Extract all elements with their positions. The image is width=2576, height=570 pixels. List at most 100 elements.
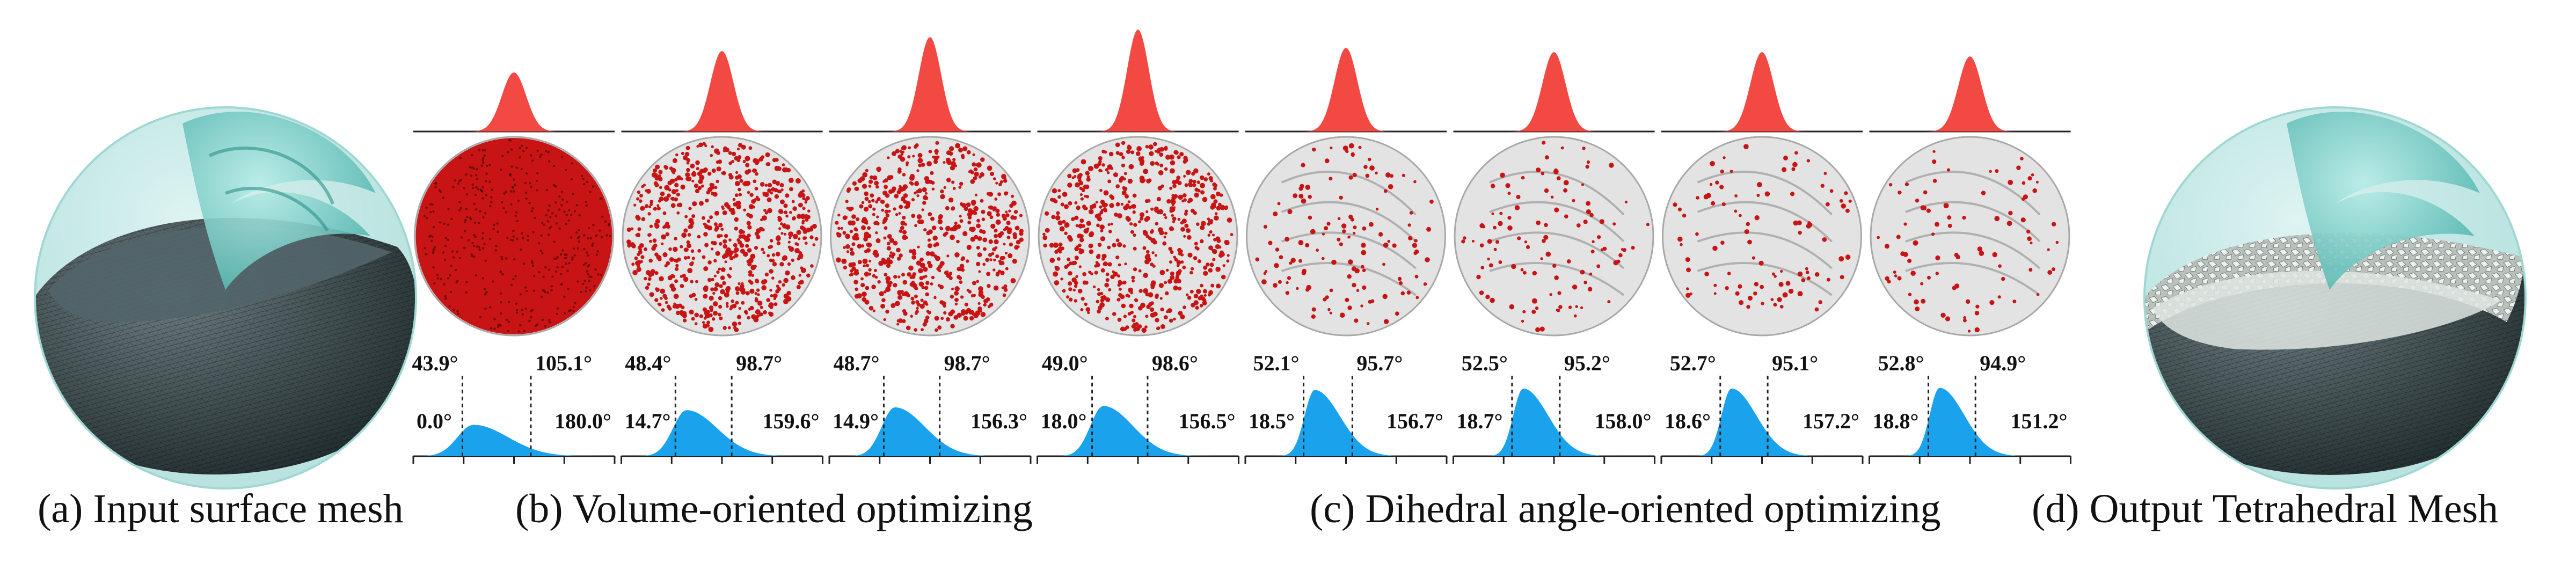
bad-element-point: [1202, 302, 1206, 305]
bad-element-point: [570, 178, 573, 181]
bad-element-point: [1616, 259, 1621, 264]
bad-element-point: [1532, 271, 1537, 276]
bad-element-point: [599, 197, 602, 200]
bad-element-point: [485, 291, 488, 294]
bad-element-point: [1097, 253, 1101, 258]
bad-element-point: [1797, 271, 1803, 277]
bad-element-point: [1097, 309, 1101, 314]
bad-element-point: [894, 193, 899, 199]
bad-element-point: [1720, 240, 1725, 245]
bad-element-point: [1012, 259, 1017, 264]
bad-element-point: [1354, 268, 1360, 274]
bad-element-point: [1119, 288, 1122, 291]
bad-element-point: [1572, 199, 1575, 202]
bad-element-point: [1227, 217, 1232, 223]
bad-element-point: [1196, 289, 1201, 294]
bad-element-point: [680, 245, 683, 249]
bad-element-point: [714, 148, 719, 154]
bad-element-point: [1754, 215, 1760, 221]
bad-element-point: [767, 208, 772, 214]
bad-element-point: [485, 172, 488, 175]
bad-element-point: [1150, 230, 1154, 234]
bad-element-point: [1709, 182, 1713, 186]
bad-element-point: [1587, 287, 1593, 292]
bad-element-point: [921, 286, 925, 290]
bad-element-point: [1735, 291, 1740, 296]
bad-element-point: [1522, 271, 1527, 275]
bad-element-point: [442, 196, 444, 199]
bad-element-point: [1197, 189, 1201, 193]
bad-element-point: [463, 221, 466, 223]
bad-element-point: [1003, 228, 1006, 231]
bad-element-point: [748, 279, 752, 283]
bad-element-point: [722, 281, 726, 286]
bad-element-point: [1290, 258, 1296, 263]
bad-element-point: [505, 211, 508, 214]
bad-element-point: [974, 171, 979, 177]
bad-element-point: [661, 242, 664, 245]
bad-element-point: [902, 319, 906, 324]
bad-element-point: [474, 193, 477, 196]
bad-element-point: [432, 266, 435, 269]
bad-element-point: [1171, 214, 1174, 217]
bad-element-point: [912, 155, 915, 158]
bad-element-point: [588, 226, 590, 230]
bad-element-point: [774, 165, 780, 171]
volume-quality-histogram: [1464, 52, 1644, 131]
bad-element-point: [1117, 283, 1121, 287]
bad-element-point: [1179, 152, 1184, 157]
bad-element-point: [951, 161, 956, 166]
bad-element-point: [1150, 161, 1155, 166]
bad-element-point: [570, 214, 573, 216]
bad-element-point: [1946, 168, 1951, 172]
bad-element-point: [1395, 311, 1399, 316]
bad-element-point: [1337, 217, 1341, 221]
bad-element-point: [651, 246, 656, 251]
bad-element-point: [467, 239, 470, 242]
bad-element-point: [2052, 267, 2055, 272]
bad-element-point: [917, 245, 920, 249]
bad-element-point: [1884, 244, 1889, 249]
bad-element-point: [1145, 315, 1149, 318]
bad-element-point: [1352, 172, 1357, 178]
bad-element-point: [1216, 238, 1221, 243]
bad-element-point: [1149, 151, 1154, 156]
bad-element-point: [798, 251, 802, 255]
bad-element-point: [1013, 210, 1018, 214]
bad-element-point: [968, 170, 972, 173]
bad-element-point: [767, 188, 772, 193]
bad-element-point: [1162, 241, 1167, 246]
bad-element-point: [548, 227, 551, 230]
bad-element-point: [436, 277, 439, 280]
bad-element-point: [1134, 298, 1139, 303]
bad-element-point: [1557, 291, 1561, 295]
bad-element-point: [938, 216, 942, 220]
bad-element-point: [1362, 285, 1367, 290]
bad-element-point: [1184, 183, 1188, 187]
bad-element-point: [1186, 235, 1192, 240]
bad-element-point: [879, 291, 884, 296]
bad-element-point: [1097, 216, 1102, 222]
bad-element-point: [1618, 253, 1623, 258]
bad-element-point: [1170, 275, 1175, 280]
bad-element-point: [1123, 205, 1128, 210]
bad-element-point: [575, 204, 579, 207]
bad-element-point: [1108, 288, 1112, 291]
bad-element-point: [1273, 283, 1278, 288]
bad-element-point: [724, 292, 729, 298]
bad-element-point: [679, 310, 684, 315]
bad-element-point: [680, 177, 683, 181]
bad-element-point: [738, 143, 743, 148]
bad-element-point: [956, 239, 960, 244]
bad-element-point: [1170, 250, 1174, 254]
bad-element-point: [426, 217, 428, 220]
bad-element-point: [951, 287, 954, 290]
bad-element-point: [500, 301, 502, 304]
bad-element-point: [526, 172, 528, 175]
bad-element-point: [645, 286, 650, 290]
bad-element-point: [539, 155, 542, 158]
bad-element-point: [798, 281, 802, 285]
bad-element-point: [958, 186, 962, 189]
bad-element-point: [1285, 237, 1290, 242]
bad-element-point: [556, 266, 559, 269]
